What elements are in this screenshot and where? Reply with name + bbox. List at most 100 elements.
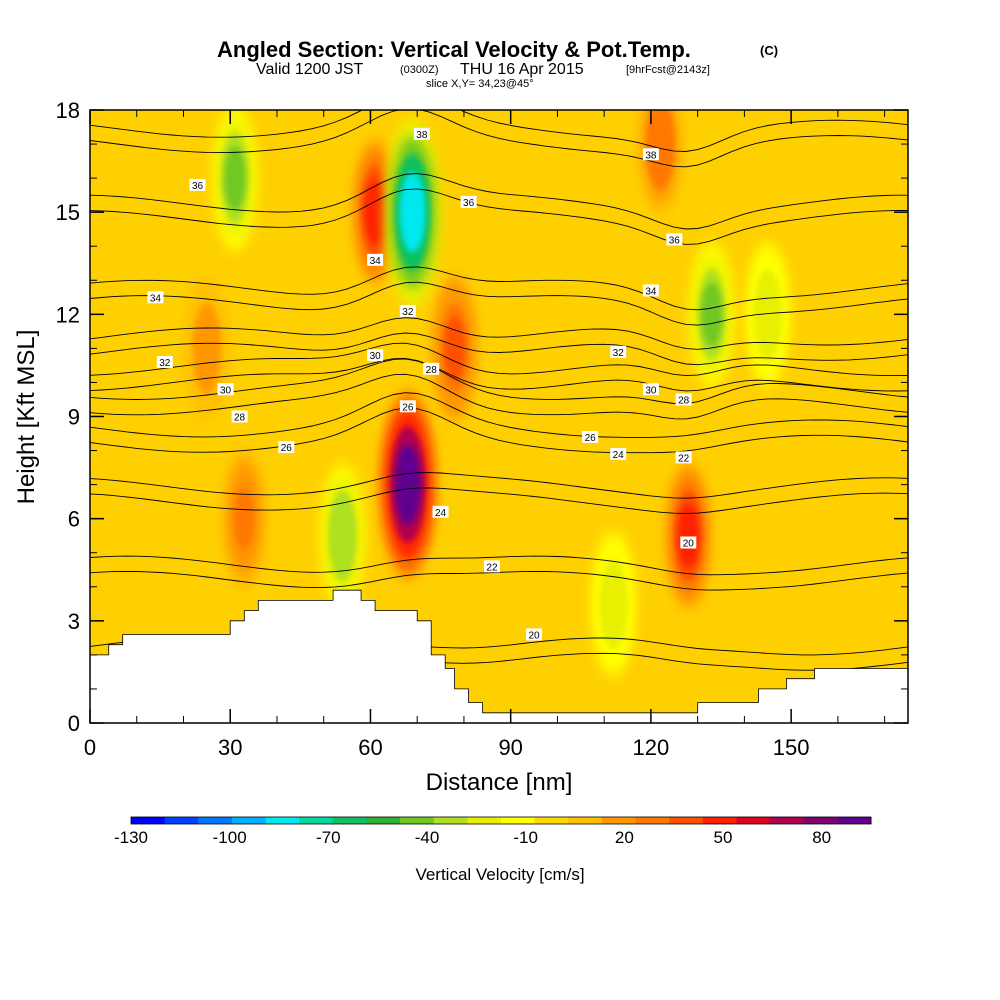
contour-label-box [367, 349, 384, 362]
plot-area: 38 38 36 36 36 34 34 34 32 32 32 30 30 30 28 28 28 26 26 26… [90, 110, 908, 723]
colorbar-swatch [366, 817, 401, 824]
contour-label-24: 24 [610, 447, 627, 461]
colorbar-tick-label: -70 [316, 828, 341, 847]
forecast-info: [9hrFcst@2143z] [626, 64, 710, 76]
y-tick-label: 12 [56, 302, 80, 327]
colorbar-swatch [601, 817, 637, 824]
theta-contour-34-0 [90, 281, 908, 326]
contour-label-36: 36 [666, 233, 683, 246]
updraft-cell-5-level-3 [233, 486, 255, 551]
valid-date: THU 16 Apr 2015 [460, 61, 584, 78]
colorbar-swatch [736, 817, 771, 824]
contour-label-box [666, 233, 683, 246]
theta-contour-30-0 [90, 358, 908, 392]
contour-label-text: 26 [585, 433, 597, 444]
contour-label-text: 34 [370, 256, 382, 267]
contour-label-26: 26 [582, 430, 599, 444]
contour-label-32: 32 [156, 356, 173, 369]
contour-label-36: 36 [189, 178, 206, 192]
colorbar-swatch [669, 817, 704, 824]
contour-label-box [189, 178, 206, 191]
contour-label-text: 32 [613, 348, 625, 359]
contour-label-22: 22 [483, 560, 500, 573]
theta-contour-28-0 [90, 373, 908, 420]
contour-label-20: 20 [680, 536, 697, 550]
contour-label-text: 30 [370, 351, 382, 362]
updraft-cell-6-level-3 [649, 112, 671, 177]
colorbar-swatch [433, 817, 468, 824]
contour-label-box [610, 345, 627, 358]
downdraft-cell-10-level-3 [332, 503, 353, 568]
theta-contour-32-0 [90, 332, 908, 366]
contour-label-text: 22 [486, 562, 498, 573]
contour-label-text: 26 [402, 402, 414, 413]
downdraft-cell-11-level-3 [603, 571, 624, 636]
contour-label-text: 22 [678, 453, 690, 464]
contour-label-box [675, 393, 692, 406]
y-tick-label: 9 [68, 405, 80, 430]
theta-contour-32-1 [90, 317, 908, 350]
theta-contour-38-0 [90, 110, 908, 168]
y-tick-label: 18 [56, 98, 80, 123]
contour-label-text: 32 [402, 307, 414, 318]
contour-label-36: 36 [460, 195, 477, 209]
contour-label-box [642, 383, 659, 396]
contour-label-text: 28 [234, 413, 246, 424]
contour-label-box [278, 441, 295, 454]
colorbar-swatch [198, 817, 233, 824]
y-tick-label: 0 [68, 711, 80, 736]
colorbar-swatch [803, 817, 838, 824]
contour-label-24: 24 [432, 505, 449, 519]
colorbar-swatch [164, 817, 199, 824]
colorbar-swatch [400, 817, 435, 824]
contour-label-text: 20 [528, 630, 540, 641]
contour-label-text: 38 [416, 130, 428, 141]
downdraft-cell-7-level-3 [399, 172, 426, 253]
updraft-cell-1-level-3 [364, 180, 386, 245]
contour-label-38: 38 [413, 127, 430, 141]
x-tick-label: 0 [84, 735, 96, 760]
theta-contour-34-1 [90, 266, 908, 311]
x-axis-ticks: 0 30 60 90 120 150 [84, 110, 886, 760]
colorbar-swatch [131, 817, 166, 824]
colorbar-frame [130, 816, 872, 825]
updraft-cell-4-level-3 [196, 316, 218, 381]
colorbar-title: Vertical Velocity [cm/s] [415, 865, 584, 884]
updraft-cell-0-level-3 [395, 444, 421, 525]
contour-label-34: 34 [147, 291, 164, 304]
colorbar-tick-label: 80 [812, 828, 831, 847]
y-tick-label: 3 [68, 609, 80, 634]
contour-label-box [642, 284, 659, 297]
y-tick-label: 6 [68, 507, 80, 532]
colorbar-swatch [837, 817, 872, 824]
valid-prefix: Valid 1200 JST [256, 61, 364, 78]
contour-label-box [217, 383, 234, 396]
contour-label-text: 34 [150, 293, 162, 304]
x-tick-label: 120 [633, 735, 670, 760]
contour-label-text: 32 [159, 358, 171, 369]
downdraft-cell-9-level-3 [701, 282, 723, 347]
contour-label-32: 32 [610, 345, 627, 359]
theta-contour-36-1 [90, 173, 908, 230]
contour-label-30: 30 [217, 383, 234, 396]
contour-label-20: 20 [526, 628, 543, 641]
contour-label-text: 28 [426, 365, 438, 376]
colorbar-swatch [568, 817, 603, 824]
colorbar-tick-label: -40 [415, 828, 440, 847]
chart-title: Angled Section: Vertical Velocity & Pot.… [217, 37, 691, 62]
contour-label-box [399, 400, 416, 413]
contour-label-34: 34 [642, 284, 659, 297]
theta-contour-30-1 [90, 342, 908, 377]
colorbar-swatch [702, 817, 737, 824]
x-axis-title: Distance [nm] [426, 769, 573, 796]
contour-label-box [582, 430, 599, 443]
valid-time-line: Valid 1200 JST (0300Z) THU 16 Apr 2015 [… [256, 61, 710, 78]
contour-label-box [367, 253, 384, 266]
colorbar-swatch [265, 817, 300, 824]
contour-label-box [231, 410, 248, 423]
colorbar-swatch [635, 817, 670, 824]
theta-contour-26-1 [90, 392, 908, 438]
terrain-mask [90, 589, 908, 723]
x-tick-label: 60 [358, 735, 382, 760]
y-tick-label: 15 [56, 200, 80, 225]
